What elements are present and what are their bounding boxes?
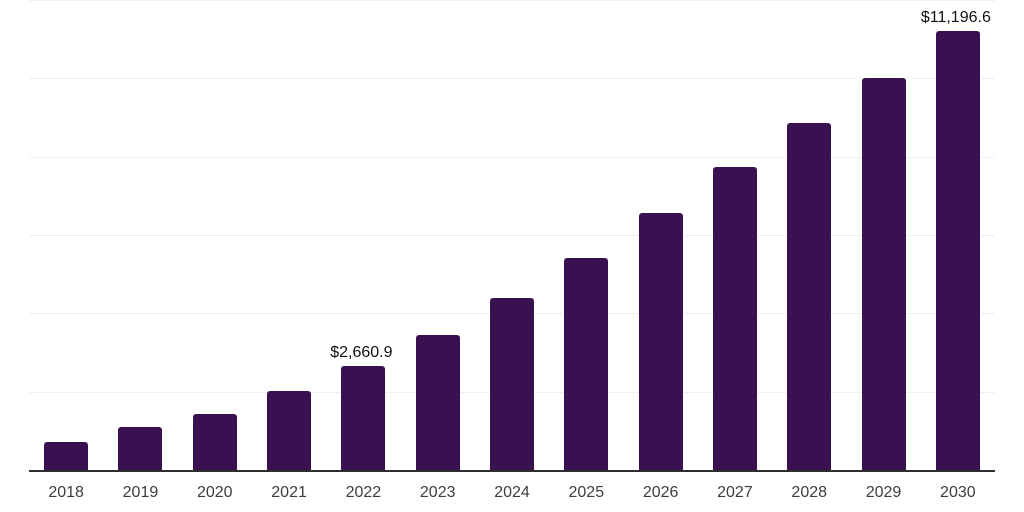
x-tick-2020: 2020 [196,484,233,501]
x-tick-2029: 2029 [865,484,902,501]
bar-2025 [564,257,609,470]
bar-2030 [935,31,980,470]
x-tick-2025: 2025 [568,484,605,501]
bar-2022 [341,365,386,470]
data-label-2030: $11,196.6 [920,9,991,27]
x-tick-2022: 2022 [345,484,382,501]
x-tick-2030: 2030 [940,484,976,501]
x-tick-2021: 2021 [271,484,307,501]
x-tick-2026: 2026 [642,484,679,501]
bar-2024 [490,298,534,470]
bar-2029 [861,77,906,470]
gridline-12000 [29,0,995,1]
data-label-2022: $2,660.9 [330,343,393,361]
x-tick-2019: 2019 [122,484,159,501]
bar-2023 [415,334,460,470]
x-tick-2023: 2023 [419,484,456,501]
gridline-8000 [29,156,995,158]
x-tick-2018: 2018 [48,484,84,501]
gridline-6000 [29,235,995,236]
x-tick-2024: 2024 [494,484,530,501]
bar-2021 [267,390,312,470]
x-tick-2028: 2028 [791,484,828,501]
x-axis-line [29,470,995,472]
bar-2026 [638,213,683,470]
bar-2018 [44,441,89,470]
bar-2028 [787,122,832,470]
bar-2019 [118,426,163,470]
x-tick-2027: 2027 [717,484,753,501]
bar-2020 [192,413,237,470]
bar-2027 [712,166,757,470]
gridline-10000 [29,78,995,80]
